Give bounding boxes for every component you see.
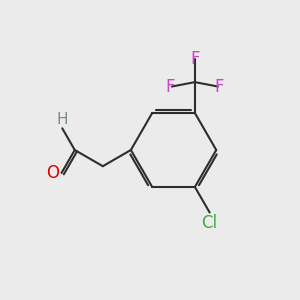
- Text: H: H: [56, 112, 68, 127]
- Text: Cl: Cl: [202, 214, 218, 232]
- Text: O: O: [46, 164, 59, 182]
- Text: F: F: [214, 77, 224, 95]
- Text: F: F: [190, 50, 200, 68]
- Text: F: F: [166, 77, 175, 95]
